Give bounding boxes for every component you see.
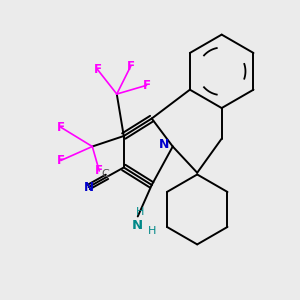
Text: H: H bbox=[148, 226, 157, 236]
Text: F: F bbox=[127, 60, 135, 73]
Text: N: N bbox=[84, 181, 94, 194]
Text: F: F bbox=[94, 63, 101, 76]
Text: C: C bbox=[101, 169, 109, 179]
Text: N: N bbox=[131, 219, 142, 232]
Text: H: H bbox=[136, 207, 145, 217]
Text: F: F bbox=[57, 121, 65, 134]
Text: F: F bbox=[57, 154, 65, 167]
Text: F: F bbox=[95, 164, 103, 178]
Text: N: N bbox=[159, 138, 169, 151]
Text: F: F bbox=[142, 79, 151, 92]
